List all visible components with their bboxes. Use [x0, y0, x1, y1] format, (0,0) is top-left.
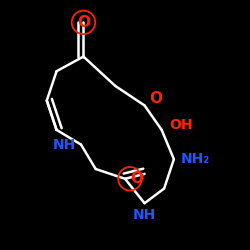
Text: OH: OH [169, 118, 192, 132]
Text: O: O [77, 15, 90, 30]
Text: NH: NH [53, 138, 76, 151]
Text: O: O [150, 90, 162, 106]
Text: NH: NH [133, 208, 156, 222]
Text: O: O [130, 171, 143, 186]
Text: NH₂: NH₂ [181, 152, 210, 166]
